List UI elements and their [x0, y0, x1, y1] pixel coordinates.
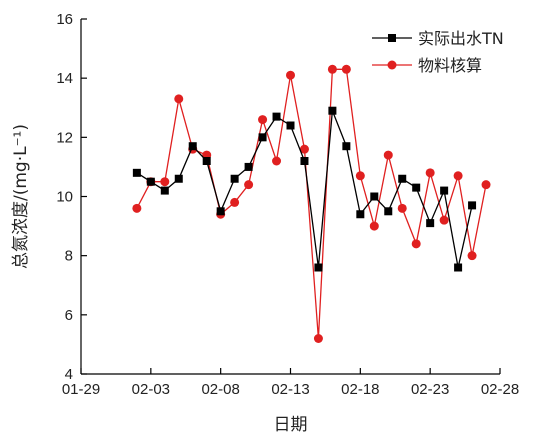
- y-tick-label: 6: [65, 307, 73, 324]
- data-point-circle: [411, 239, 421, 249]
- legend-label-1: 实际出水TN: [418, 29, 504, 48]
- data-point-circle: [286, 70, 295, 80]
- data-point-circle: [132, 203, 142, 213]
- x-tick-label: 02-08: [201, 381, 239, 398]
- data-point-circle: [453, 171, 463, 181]
- data-point-square: [230, 174, 239, 183]
- data-point-circle: [230, 197, 240, 207]
- data-point-circle: [272, 156, 282, 166]
- data-point-square: [174, 174, 183, 183]
- data-point-square: [384, 207, 393, 216]
- data-point-square: [146, 177, 155, 186]
- legend-marker-square: [388, 34, 396, 42]
- data-point-square: [188, 142, 197, 151]
- data-point-square: [342, 142, 351, 151]
- data-point-circle: [369, 221, 379, 231]
- data-point-circle: [313, 334, 323, 343]
- data-point-circle: [299, 144, 309, 154]
- data-point-circle: [327, 64, 337, 74]
- data-point-circle: [341, 64, 351, 74]
- data-point-square: [202, 157, 211, 165]
- y-tick-label: 14: [56, 70, 73, 87]
- data-point-square: [370, 192, 379, 201]
- data-point-square: [454, 263, 463, 272]
- ticks-layer: 4 6 8 10 12 14 16 01-29 02-03 02-08 02-13 02-18 02-2…: [56, 11, 519, 398]
- data-point-square: [468, 201, 477, 210]
- data-point-circle: [174, 94, 184, 104]
- data-point-circle: [481, 180, 491, 190]
- data-point-circle: [258, 115, 268, 125]
- x-tick-label: 02-13: [271, 381, 309, 398]
- data-point-square: [132, 168, 141, 177]
- y-axis-title: 总氮浓度/(mg·L⁻¹): [11, 124, 31, 269]
- data-point-circle: [383, 150, 393, 160]
- x-tick-label: 02-23: [411, 381, 449, 398]
- legend: 实际出水TN 物料核算: [372, 29, 504, 75]
- data-point-square: [300, 157, 309, 165]
- data-point-square: [216, 207, 225, 216]
- data-point-circle: [397, 203, 407, 213]
- data-point-circle: [160, 177, 170, 187]
- x-tick-label: 02-18: [341, 381, 379, 398]
- y-tick-label: 10: [56, 189, 73, 206]
- data-point-square: [286, 121, 295, 130]
- data-point-square: [314, 263, 323, 272]
- data-point-square: [398, 174, 407, 183]
- data-point-square: [160, 186, 169, 195]
- data-point-circle: [467, 251, 477, 261]
- data-point-square: [412, 183, 421, 192]
- legend-marker-circle: [387, 60, 397, 70]
- data-point-square: [258, 133, 267, 142]
- legend-label-2: 物料核算: [418, 56, 482, 75]
- series-line-1: [136, 110, 473, 268]
- data-point-circle: [355, 171, 365, 181]
- x-tick-label: 01-29: [62, 381, 100, 398]
- series-layer: [132, 64, 491, 343]
- data-point-square: [328, 106, 337, 115]
- data-point-square: [426, 219, 435, 228]
- x-tick-label: 02-03: [132, 381, 170, 398]
- data-point-circle: [439, 215, 449, 225]
- data-point-circle: [425, 168, 435, 178]
- x-tick-label: 02-28: [481, 381, 519, 398]
- data-point-square: [356, 210, 365, 219]
- data-point-square: [272, 112, 281, 121]
- data-point-circle: [244, 180, 254, 190]
- x-axis-title: 日期: [274, 415, 308, 435]
- y-tick-label: 16: [56, 11, 73, 28]
- data-point-square: [244, 162, 253, 171]
- series-line-2: [136, 68, 487, 339]
- y-tick-label: 12: [56, 129, 73, 146]
- y-tick-label: 4: [65, 366, 73, 383]
- data-point-square: [440, 186, 449, 195]
- y-tick-label: 8: [65, 248, 73, 265]
